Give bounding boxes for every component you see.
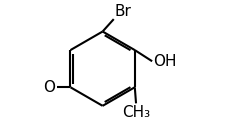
Text: Br: Br bbox=[114, 4, 131, 18]
Text: OH: OH bbox=[153, 54, 176, 69]
Text: O: O bbox=[43, 80, 55, 95]
Text: CH₃: CH₃ bbox=[121, 105, 150, 120]
